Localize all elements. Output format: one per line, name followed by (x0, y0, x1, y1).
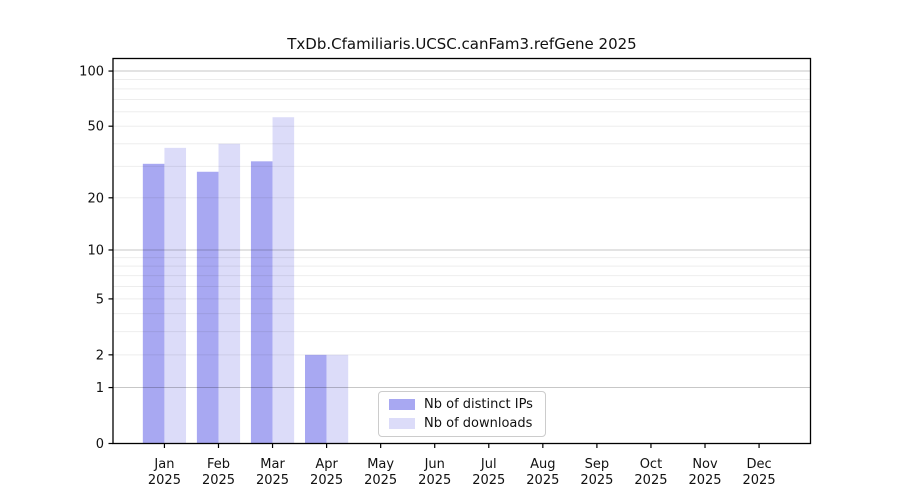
legend-item-distinct-ips: Nb of distinct IPs (379, 397, 545, 412)
bar-nb-of-downloads-apr (326, 354, 349, 444)
x-tick-label-year: 2025 (202, 473, 235, 488)
y-tick-label: 20 (87, 191, 104, 206)
x-tick-label-month: Jul (480, 457, 497, 472)
x-tick-label-year: 2025 (743, 473, 776, 488)
legend-label-distinct-ips: Nb of distinct IPs (424, 397, 533, 413)
bar-nb-of-distinct-ips-jan (142, 163, 165, 444)
bar-nb-of-distinct-ips-mar (250, 161, 273, 444)
x-tick-label-year: 2025 (472, 473, 505, 488)
x-tick-label-year: 2025 (688, 473, 721, 488)
x-tick-label-year: 2025 (634, 473, 667, 488)
x-tick-label-year: 2025 (256, 473, 289, 488)
y-tick-label: 50 (87, 120, 104, 135)
y-tick-label: 1 (96, 381, 104, 396)
x-tick-label-month: Sep (585, 457, 610, 472)
x-tick-label-month: Mar (260, 457, 285, 472)
x-tick-label-year: 2025 (364, 473, 397, 488)
x-tick-label-month: Nov (692, 457, 718, 472)
x-tick-label-year: 2025 (526, 473, 559, 488)
x-tick-label-month: Aug (530, 457, 555, 472)
distinct-ips-swatch-icon (389, 399, 415, 411)
y-tick-label: 10 (87, 243, 104, 258)
legend-box: Nb of distinct IPs Nb of downloads (378, 391, 546, 437)
x-tick-label-month: May (367, 457, 394, 472)
x-tick-label-year: 2025 (310, 473, 343, 488)
x-tick-label-year: 2025 (580, 473, 613, 488)
bar-nb-of-distinct-ips-feb (196, 171, 219, 444)
legend-label-downloads: Nb of downloads (424, 415, 533, 431)
bar-nb-of-distinct-ips-apr (305, 354, 327, 444)
x-tick-label-month: Oct (640, 457, 662, 472)
y-tick-label: 100 (79, 65, 104, 80)
y-tick-label: 0 (96, 437, 104, 452)
x-tick-label-year: 2025 (148, 473, 181, 488)
chart-title: TxDb.Cfamiliaris.UCSC.canFam3.refGene 20… (287, 35, 637, 53)
x-tick-label-month: Dec (746, 457, 771, 472)
x-tick-label-month: Jan (153, 457, 174, 472)
bar-nb-of-downloads-jan (164, 147, 187, 444)
x-tick-label-year: 2025 (418, 473, 451, 488)
x-tick-label-month: Apr (315, 457, 338, 472)
x-tick-label-month: Feb (207, 457, 230, 472)
y-tick-label: 2 (96, 348, 104, 363)
bar-nb-of-downloads-mar (272, 117, 295, 444)
plot-border (112, 57, 812, 445)
y-tick-label: 5 (96, 292, 104, 307)
x-tick-label-month: Jun (424, 457, 445, 472)
bar-nb-of-downloads-feb (218, 143, 241, 444)
downloads-swatch-icon (389, 417, 415, 429)
legend-item-downloads: Nb of downloads (379, 416, 545, 431)
